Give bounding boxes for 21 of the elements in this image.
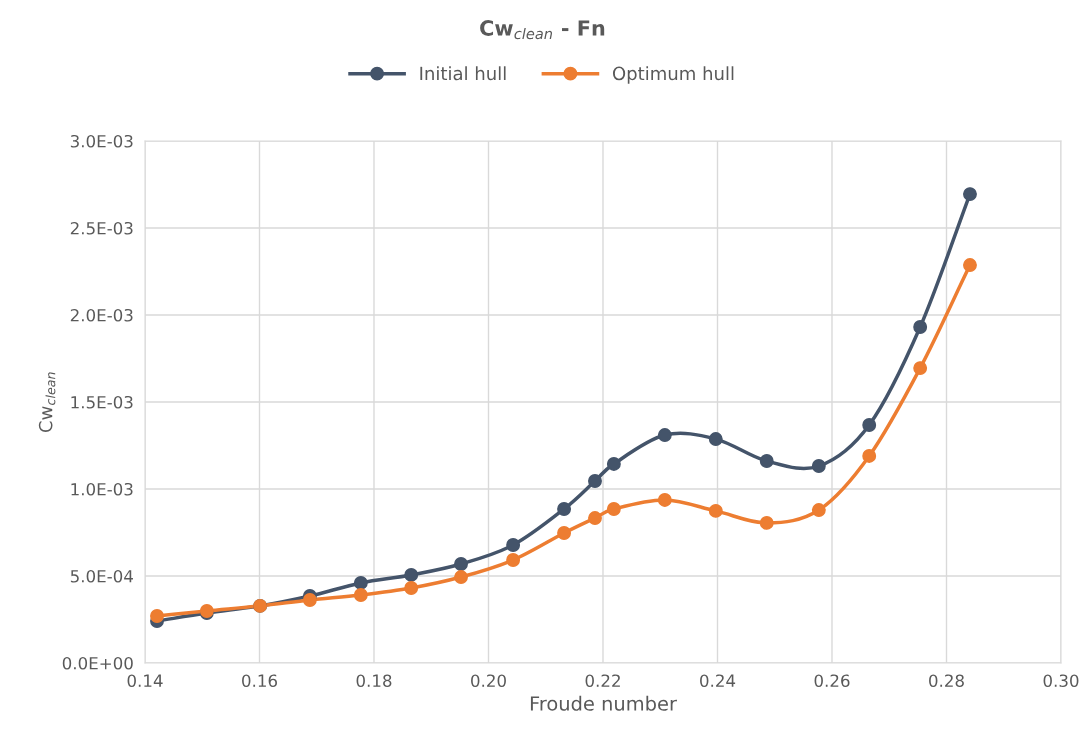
legend-label: Initial hull [420, 66, 506, 81]
x-tick-label: 0.20 [471, 674, 506, 688]
y-tick-label: 1.5E-03 [71, 395, 133, 409]
x-tick-label: 0.18 [356, 674, 392, 688]
y-tick-label: 3.0E-03 [70, 134, 133, 148]
y-tick-label: 2.0E-03 [70, 308, 133, 322]
x-tick-label: 0.28 [929, 674, 964, 688]
legend-label: Optimum hull [612, 66, 734, 84]
y-tick-label: 2.5E-03 [70, 221, 133, 235]
y-tick-label: 1.0E-03 [71, 482, 133, 496]
x-axis-title: Froude number [530, 695, 677, 711]
x-tick-label: 0.30 [1043, 674, 1079, 688]
y-tick-label: 5.0E-04 [70, 569, 133, 583]
x-tick-label: 0.26 [814, 674, 850, 688]
y-tick-label: 0.0E+00 [62, 656, 133, 670]
x-tick-label: 0.24 [700, 674, 736, 688]
x-tick-label: 0.16 [242, 674, 278, 688]
chart-title: Cw$_{clean}$ - Fn [480, 20, 605, 40]
x-tick-label: 0.22 [585, 674, 620, 688]
y-axis-title: Cw$_{clean}$ [38, 372, 56, 433]
x-tick-label: 0.14 [127, 674, 163, 688]
